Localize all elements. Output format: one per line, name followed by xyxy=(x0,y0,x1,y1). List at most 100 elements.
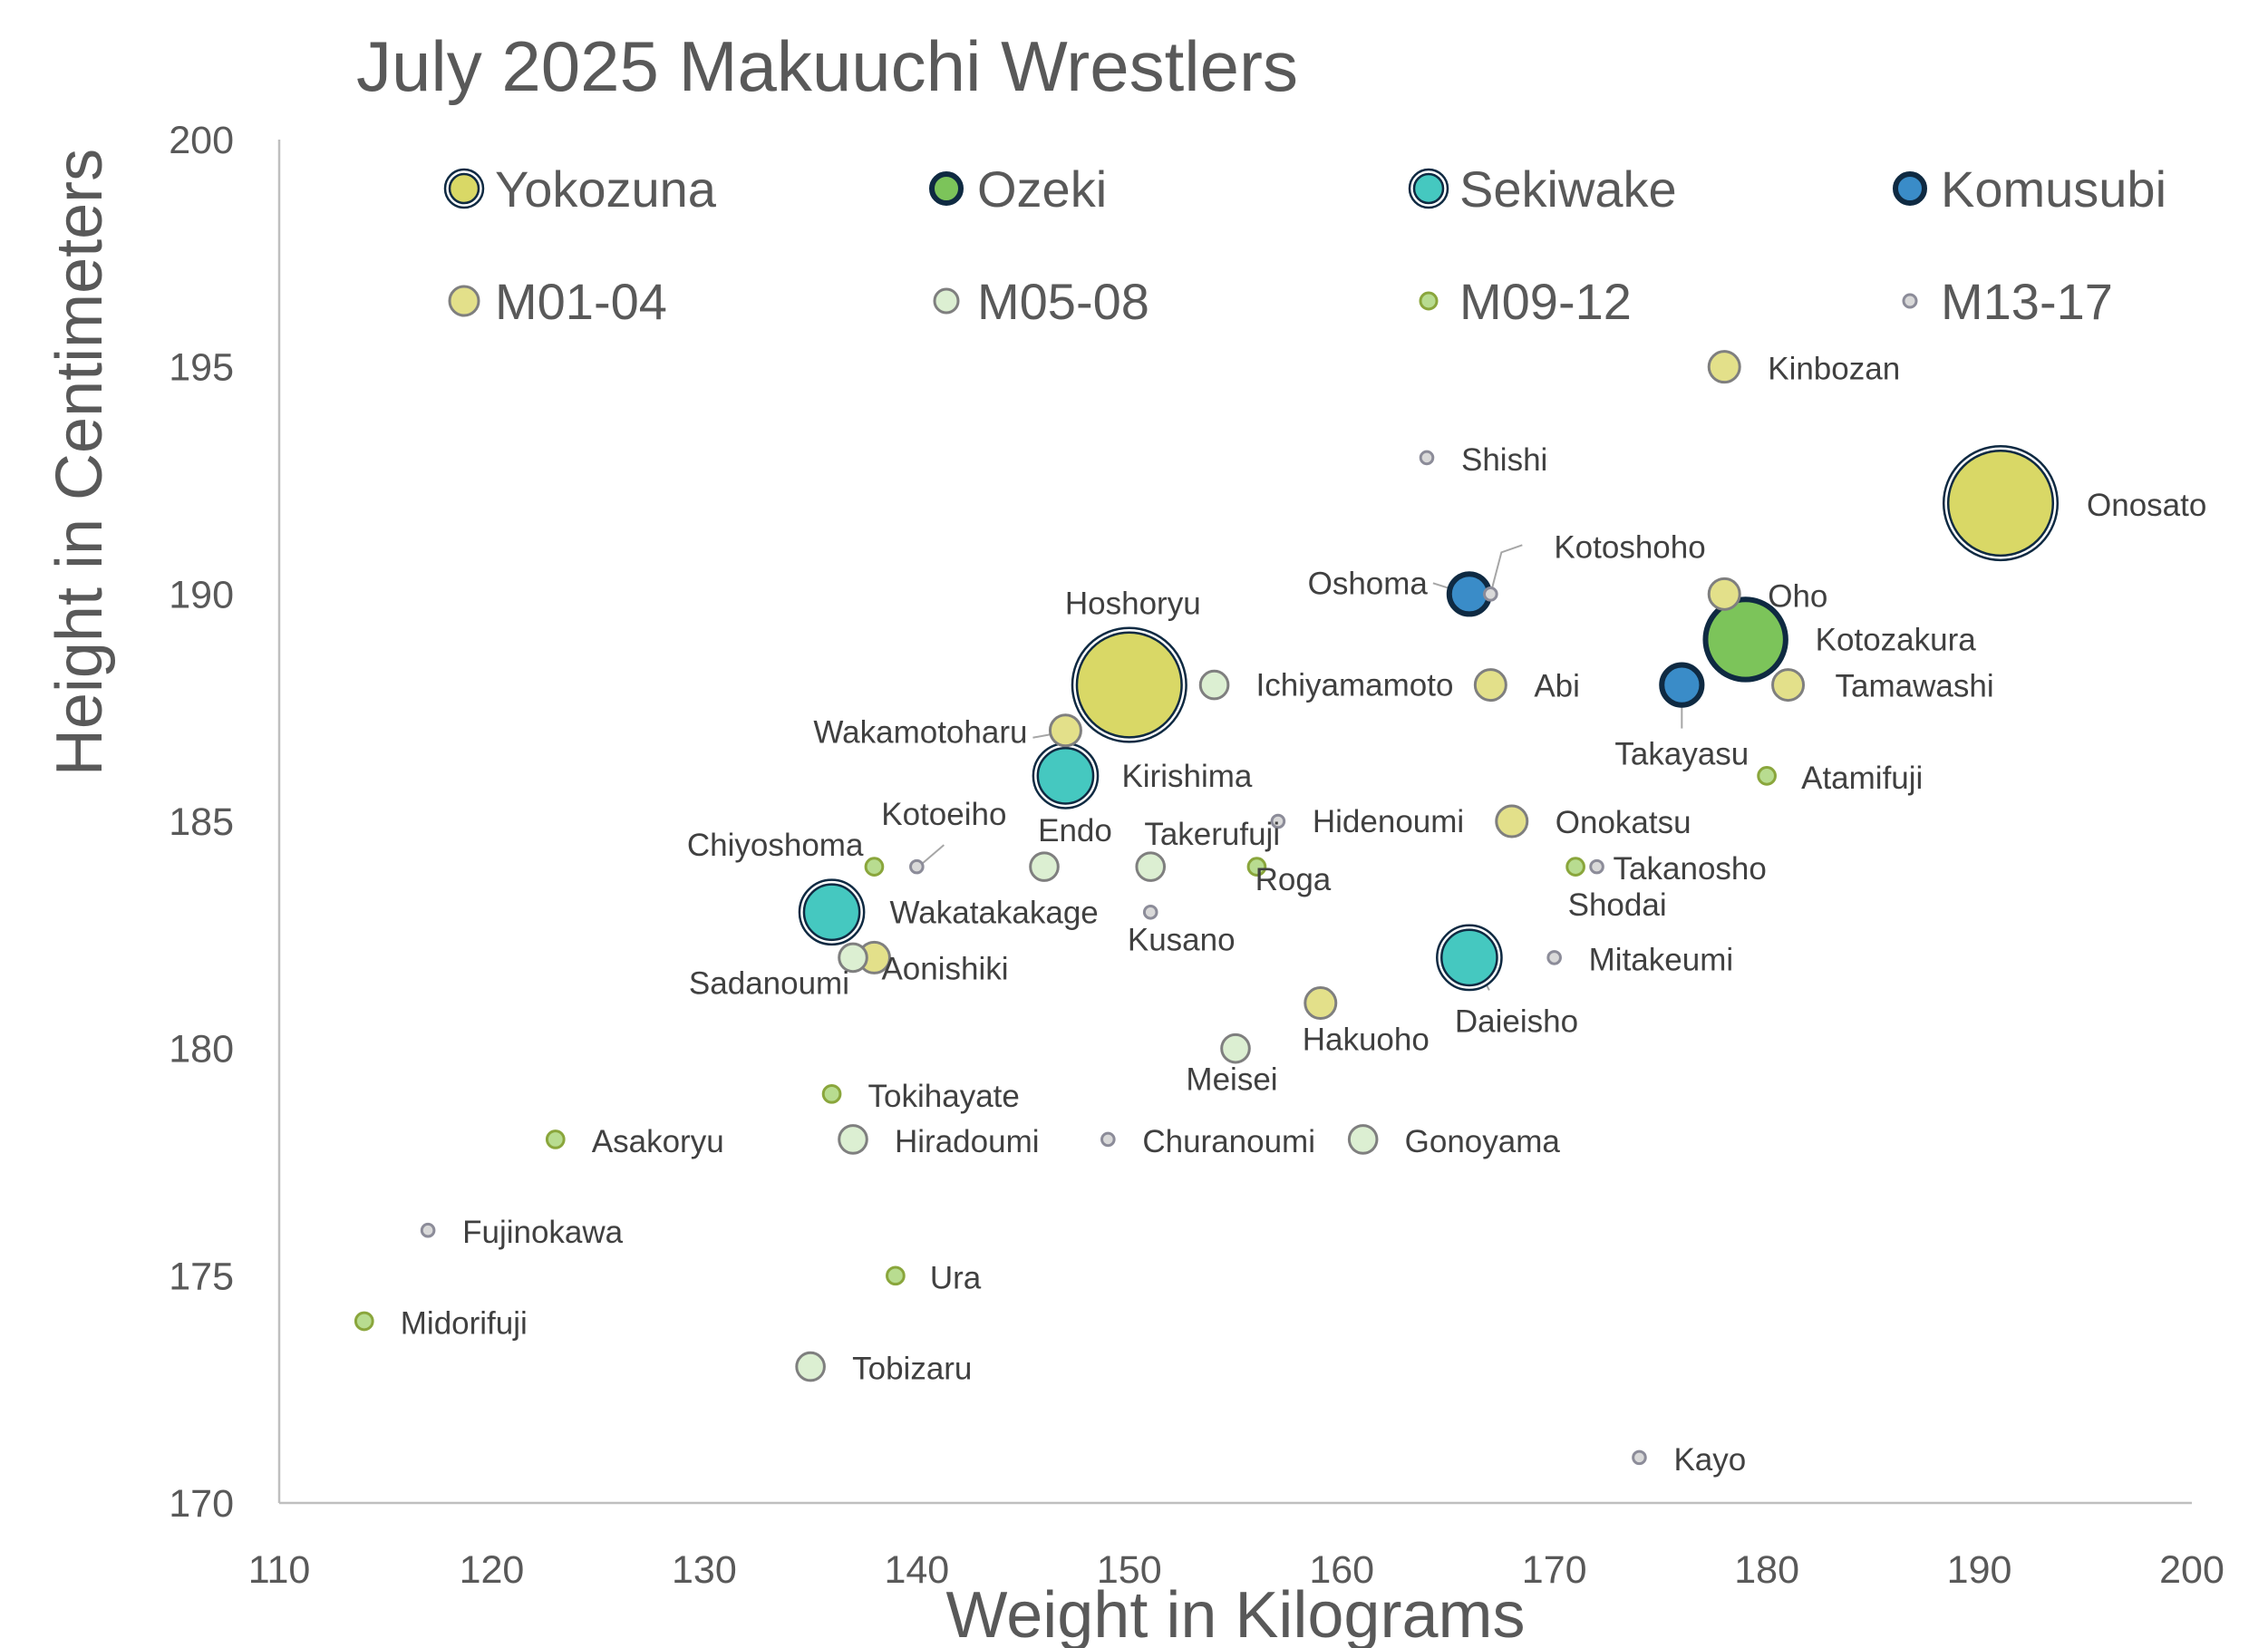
point-sadanoumi xyxy=(838,942,868,974)
legend-marker-m01-04 xyxy=(448,285,480,317)
point-hakuoho xyxy=(1304,986,1338,1021)
legend-item-m09-12: M09-12 xyxy=(1419,273,1632,330)
point-kusano xyxy=(1142,904,1158,920)
chart-title: July 2025 Makuuchi Wrestlers xyxy=(356,26,1298,106)
point-takanosho xyxy=(1589,858,1604,875)
point-label-mitakeumi: Mitakeumi xyxy=(1589,942,1733,977)
point-label-kotoeiho: Kotoeiho xyxy=(881,797,1006,832)
point-asakoryu xyxy=(545,1129,566,1149)
point-label-gonoyama: Gonoyama xyxy=(1405,1124,1561,1159)
point-kinbozan xyxy=(1707,350,1741,384)
y-tick-label: 170 xyxy=(169,1482,234,1526)
point-label-takerufuji: Takerufuji xyxy=(1144,817,1280,852)
point-label-sadanoumi: Sadanoumi xyxy=(689,965,849,1001)
legend: Yokozuna Ozeki Sekiwake Komusubi M01-04 M05-0… xyxy=(443,160,2166,330)
y-tick-label: 185 xyxy=(169,800,234,844)
point-label-meisei: Meisei xyxy=(1186,1062,1277,1098)
point-label-hiradoumi: Hiradoumi xyxy=(895,1124,1040,1159)
point-label-kotoshoho: Kotoshoho xyxy=(1554,529,1705,565)
point-tobizaru xyxy=(795,1351,826,1382)
legend-item-yokozuna: Yokozuna xyxy=(443,160,717,218)
point-wakatakakage xyxy=(798,878,866,946)
point-daieisho xyxy=(1436,924,1503,992)
point-label-endo: Endo xyxy=(1038,813,1112,848)
tick-labels: 110 120 130 140 150 160 170 180 190 200 170 175 180 1… xyxy=(169,119,2224,1592)
point-label-tokihayate: Tokihayate xyxy=(868,1079,1020,1114)
point-meisei xyxy=(1220,1032,1251,1064)
point-labels: Onosato Hoshoryu Kotozakura Kirishima Wakata… xyxy=(401,352,2207,1478)
point-shodai xyxy=(1565,857,1585,877)
point-label-oho: Oho xyxy=(1768,578,1827,614)
point-hiradoumi xyxy=(838,1124,868,1155)
legend-label-ozeki: Ozeki xyxy=(977,160,1107,218)
point-label-midorifuji: Midorifuji xyxy=(401,1305,528,1341)
point-ichiyamamoto xyxy=(1198,669,1230,701)
legend-item-ozeki: Ozeki xyxy=(929,160,1107,218)
point-label-daieisho: Daieisho xyxy=(1455,1003,1578,1039)
point-churanoumi xyxy=(1100,1131,1116,1148)
point-label-tobizaru: Tobizaru xyxy=(852,1352,972,1387)
legend-marker-ozeki xyxy=(929,171,964,206)
legend-label-sekiwake: Sekiwake xyxy=(1459,160,1677,218)
legend-marker-sekiwake xyxy=(1408,168,1449,209)
point-kirishima xyxy=(1032,742,1100,809)
point-kotoshoho xyxy=(1483,586,1498,602)
point-chiyoshoma xyxy=(864,857,885,877)
legend-label-m05-08: M05-08 xyxy=(977,273,1149,330)
point-onokatsu xyxy=(1495,804,1529,839)
point-label-aonishiki: Aonishiki xyxy=(881,951,1008,986)
point-label-kayo: Kayo xyxy=(1673,1442,1746,1478)
x-tick-label: 170 xyxy=(1522,1548,1587,1592)
point-atamifuji xyxy=(1757,766,1777,786)
point-label-kusano: Kusano xyxy=(1128,922,1236,957)
point-label-shodai: Shodai xyxy=(1568,887,1667,923)
point-shishi xyxy=(1419,450,1435,466)
y-tick-label: 190 xyxy=(169,573,234,616)
point-oho xyxy=(1707,577,1741,611)
y-tick-label: 180 xyxy=(169,1028,234,1071)
point-gonoyama xyxy=(1347,1124,1379,1155)
x-tick-label: 130 xyxy=(672,1548,737,1592)
point-label-takanosho: Takanosho xyxy=(1614,851,1767,887)
legend-item-m13-17: M13-17 xyxy=(1902,273,2113,330)
point-hidenoumi xyxy=(1270,813,1286,829)
x-tick-label: 200 xyxy=(2159,1548,2224,1592)
y-tick-label: 200 xyxy=(169,119,234,162)
point-label-roga: Roga xyxy=(1255,862,1332,897)
point-hoshoryu xyxy=(1071,626,1187,743)
point-label-asakoryu: Asakoryu xyxy=(592,1124,724,1159)
data-points xyxy=(354,350,2060,1466)
point-kotozakura xyxy=(1702,596,1788,683)
point-label-chiyoshoma: Chiyoshoma xyxy=(687,828,864,863)
legend-label-m01-04: M01-04 xyxy=(495,273,667,330)
legend-marker-m05-08 xyxy=(933,287,960,315)
point-label-kirishima: Kirishima xyxy=(1121,759,1252,794)
point-label-shishi: Shishi xyxy=(1461,442,1547,478)
point-label-abi: Abi xyxy=(1534,669,1580,704)
point-fujinokawa xyxy=(420,1222,436,1238)
legend-marker-m13-17 xyxy=(1902,293,1918,309)
point-label-ichiyamamoto: Ichiyamamoto xyxy=(1256,668,1454,703)
point-kayo xyxy=(1632,1449,1647,1466)
x-axis-title: Weight in Kilograms xyxy=(946,1579,1526,1648)
x-tick-label: 150 xyxy=(1097,1548,1162,1592)
x-tick-label: 180 xyxy=(1734,1548,1799,1592)
point-midorifuji xyxy=(354,1311,374,1332)
point-takerufuji xyxy=(1135,851,1167,882)
x-tick-label: 140 xyxy=(884,1548,949,1592)
y-tick-label: 175 xyxy=(169,1255,234,1298)
point-label-churanoumi: Churanoumi xyxy=(1142,1124,1315,1159)
legend-item-m01-04: M01-04 xyxy=(448,273,667,330)
point-label-wakamotoharu: Wakamotoharu xyxy=(813,715,1027,751)
point-label-kotozakura: Kotozakura xyxy=(1816,622,1977,657)
point-label-takayasu: Takayasu xyxy=(1614,737,1749,772)
axes xyxy=(277,140,2192,1505)
x-tick-label: 190 xyxy=(1947,1548,2012,1592)
legend-marker-komusubi xyxy=(1893,171,1927,206)
point-label-wakatakakage: Wakatakakage xyxy=(890,895,1099,930)
point-label-atamifuji: Atamifuji xyxy=(1801,761,1923,796)
y-tick-label: 195 xyxy=(169,346,234,390)
y-axis-title: Height in Centimeters xyxy=(44,149,116,776)
